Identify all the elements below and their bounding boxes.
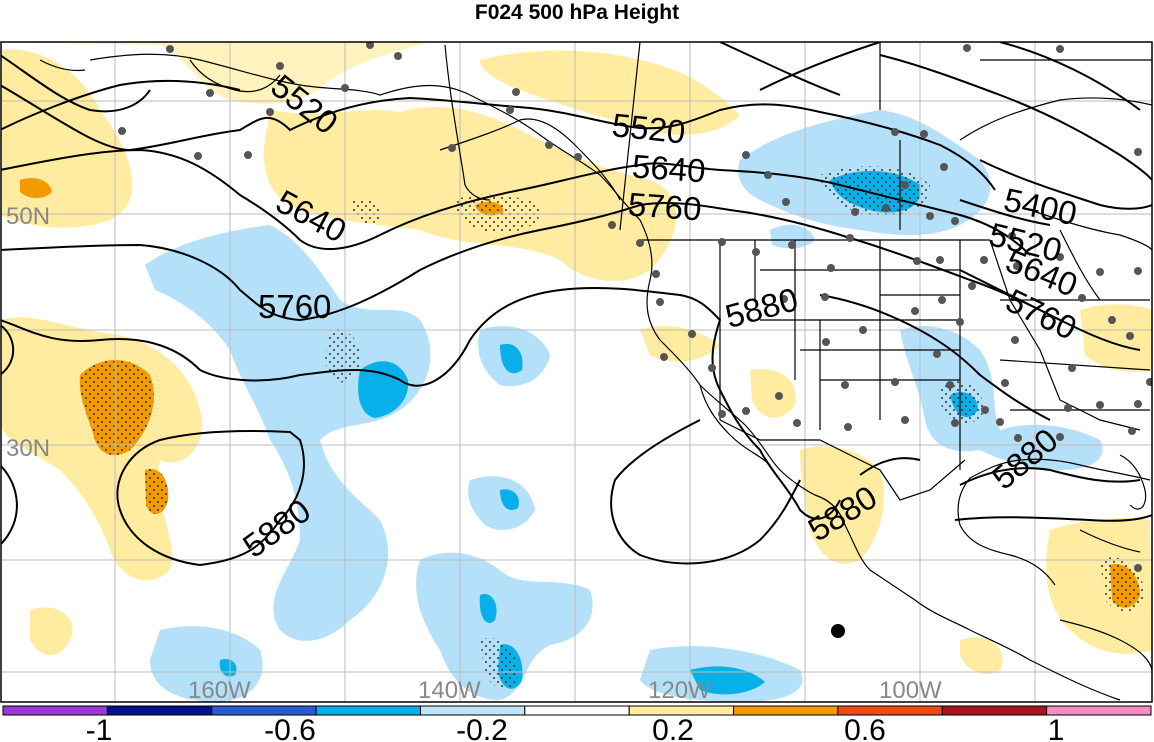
stippling — [79, 166, 1145, 689]
colorbar-segment — [524, 705, 630, 716]
lat-label-30n: 30N — [6, 435, 50, 462]
colorbar-labels: -1 -0.6 -0.2 0.2 0.6 1 — [86, 714, 1065, 742]
height-contours — [1, 42, 1152, 567]
colorbar-label: -0.2 — [456, 714, 508, 742]
colorbar-label: 0.6 — [844, 714, 886, 742]
colorbar — [2, 705, 1152, 716]
colorbar-segment — [106, 705, 213, 716]
lon-label-120w: 120W — [648, 677, 711, 704]
colorbar-segment — [941, 705, 1048, 716]
colorbar-label: 1 — [1048, 714, 1065, 742]
lon-labels: 160W 140W 120W 100W — [188, 677, 942, 704]
colorbar-label: -1 — [86, 714, 113, 742]
chart-title: F024 500 hPa Height — [474, 1, 680, 24]
colorbar-label: 0.2 — [652, 714, 694, 742]
contour-label: 5760 — [258, 288, 331, 325]
lon-label-100w: 100W — [879, 677, 942, 704]
station-dots — [118, 42, 1152, 572]
lat-labels: 50N 30N — [6, 203, 50, 462]
lat-label-50n: 50N — [6, 203, 50, 230]
colorbar-segment — [733, 705, 839, 716]
lon-label-140w: 140W — [418, 677, 481, 704]
reference-point-marker — [831, 624, 845, 638]
contour-label: 5640 — [631, 147, 707, 189]
anomaly-fill-light-blue — [145, 110, 1103, 702]
colorbar-label: -0.6 — [264, 714, 316, 742]
contour-label: 5760 — [627, 185, 703, 227]
contour-label: 5520 — [610, 106, 687, 150]
coastlines-borders — [39, 42, 1152, 701]
lat-lon-grid — [1, 42, 1152, 702]
colorbar-segment — [1046, 705, 1152, 716]
colorbar-segment — [315, 705, 421, 716]
plot-frame — [0, 41, 1153, 703]
lon-label-160w: 160W — [188, 677, 251, 704]
